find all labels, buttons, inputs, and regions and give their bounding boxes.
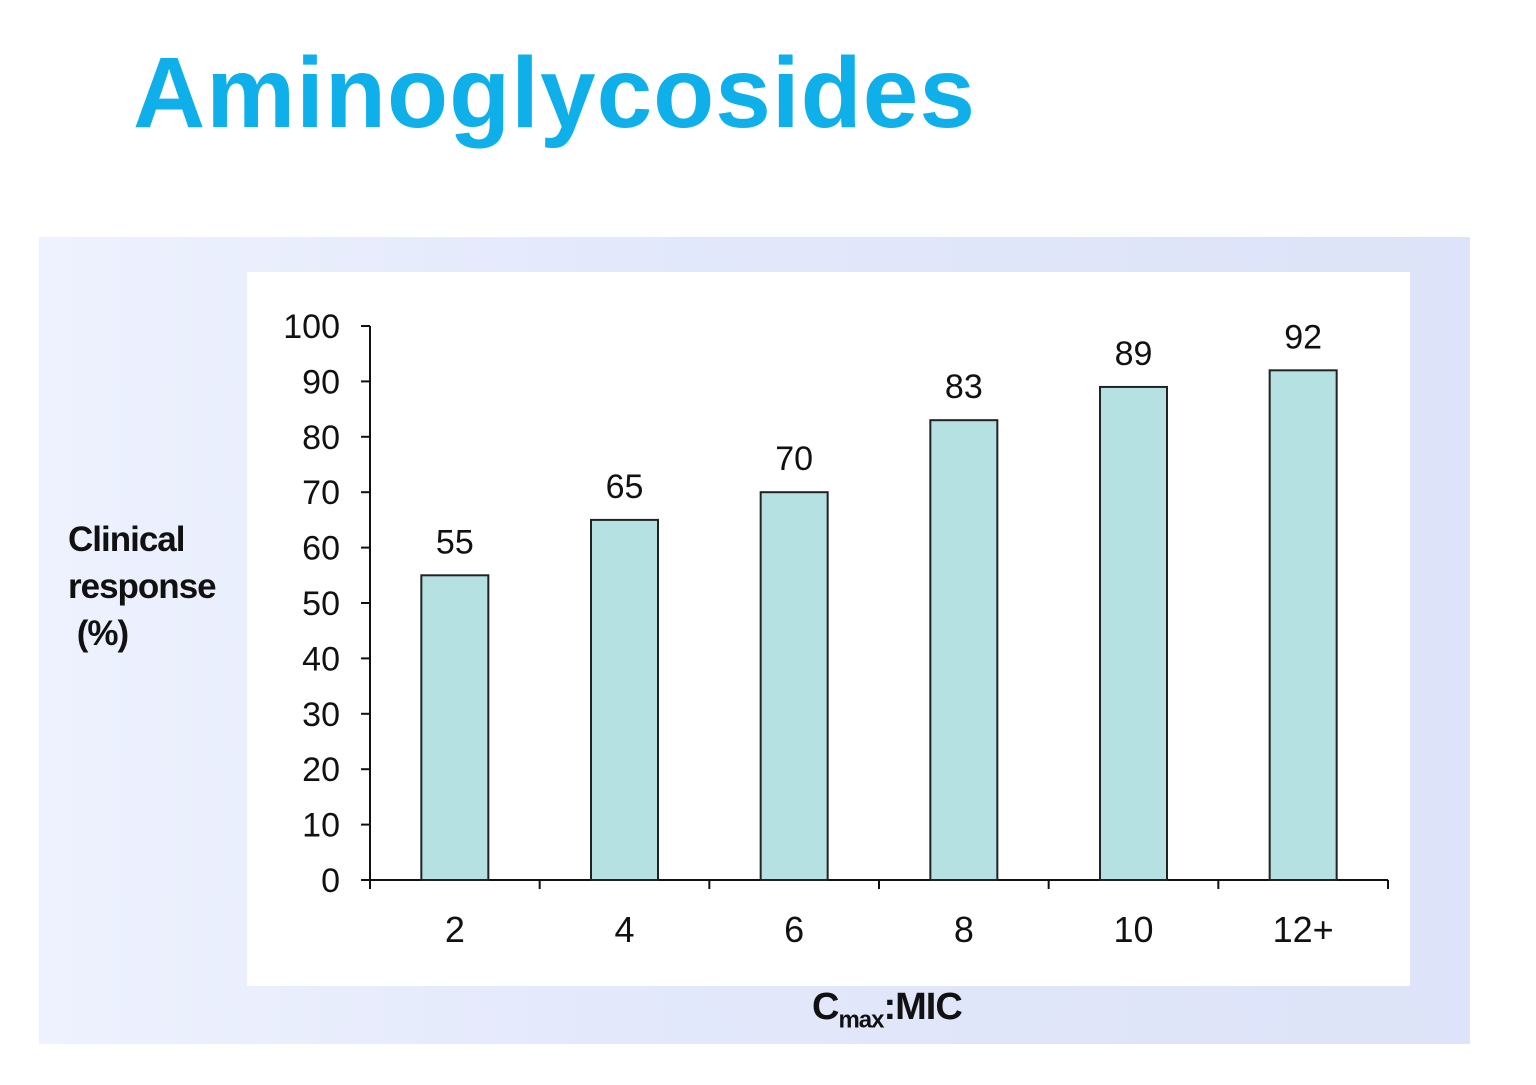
slide-title: Aminoglycosides — [133, 37, 976, 149]
bar — [420, 574, 490, 881]
y-tick-label: 90 — [302, 363, 340, 401]
y-tick-label: 30 — [302, 696, 340, 734]
x-tick-label: 6 — [784, 909, 804, 950]
bar — [1268, 369, 1338, 881]
y-tick-label: 100 — [283, 308, 340, 346]
y-axis-label: Clinical response (%) — [68, 516, 217, 657]
y-tick-label: 50 — [302, 585, 340, 623]
x-axis-label-sub: max — [838, 1006, 884, 1034]
y-axis-label-line: response — [68, 567, 217, 606]
x-axis-label-suffix: :MIC — [883, 986, 963, 1028]
y-tick-label: 0 — [321, 862, 340, 900]
y-tick-label: 40 — [302, 640, 340, 678]
data-label: 55 — [436, 523, 474, 561]
y-tick-label: 10 — [302, 807, 340, 845]
y-axis-label-line: (%) — [68, 614, 129, 653]
bar — [929, 419, 999, 881]
bar — [1099, 385, 1168, 881]
x-tick-label: 4 — [614, 909, 634, 950]
y-tick-label: 60 — [302, 530, 340, 568]
data-label: 65 — [606, 468, 644, 506]
y-tick-label: 80 — [302, 419, 340, 457]
x-tick-label: 10 — [1113, 909, 1153, 950]
x-tick-label: 12+ — [1273, 909, 1334, 950]
x-tick-label: 2 — [445, 909, 465, 950]
data-label: 92 — [1284, 318, 1322, 356]
data-label: 89 — [1115, 335, 1153, 373]
x-axis-label: Cmax:MIC — [812, 986, 963, 1035]
bar — [759, 491, 829, 881]
y-axis-label-line: Clinical — [68, 520, 185, 559]
x-tick-label: 8 — [954, 909, 974, 950]
y-tick-label: 70 — [302, 474, 340, 512]
data-label: 83 — [945, 368, 983, 406]
data-label: 70 — [775, 440, 813, 478]
bar — [590, 518, 659, 882]
x-axis-label-main: C — [812, 986, 839, 1028]
y-tick-label: 20 — [302, 751, 340, 789]
